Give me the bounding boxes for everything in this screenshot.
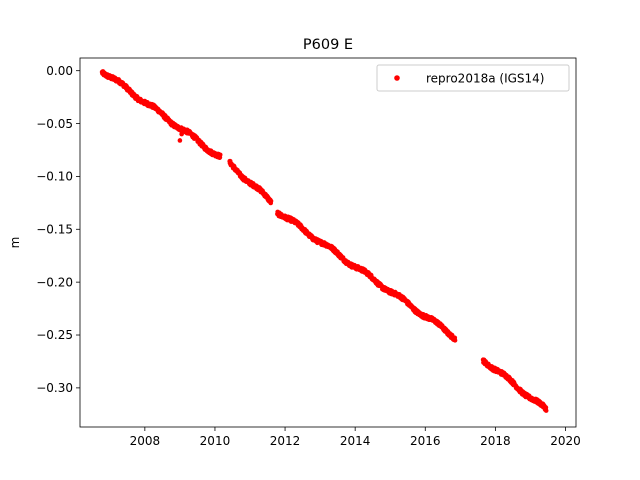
y-tick-label: −0.10 — [36, 170, 73, 184]
legend-box — [376, 64, 570, 92]
data-point — [268, 198, 274, 204]
x-tick-label: 2012 — [270, 434, 301, 448]
data-points — [99, 69, 549, 413]
legend-marker — [394, 75, 400, 81]
x-tick-label: 2008 — [130, 434, 161, 448]
data-point — [177, 138, 183, 143]
x-axis: 2008 2010 2012 2014 2016 2018 2020 — [130, 427, 581, 448]
x-tick-label: 2020 — [550, 434, 581, 448]
y-tick-label: −0.30 — [36, 381, 73, 395]
x-tick-label: 2014 — [340, 434, 371, 448]
x-tick-label: 2010 — [200, 434, 231, 448]
y-axis: 0.00 −0.05 −0.10 −0.15 −0.20 −0.25 −0.30 — [36, 64, 80, 395]
legend-label: repro2018a (IGS14) — [426, 72, 544, 86]
y-axis-label: m — [8, 237, 22, 249]
data-point — [179, 131, 184, 137]
x-tick-label: 2018 — [480, 434, 511, 448]
y-tick-label: 0.00 — [46, 64, 73, 78]
plot-area-frame — [79, 57, 577, 428]
y-tick-label: −0.05 — [36, 117, 73, 131]
data-point — [543, 408, 549, 413]
legend: repro2018a (IGS14) — [376, 64, 570, 92]
y-tick-label: −0.20 — [36, 275, 73, 289]
data-point — [452, 338, 458, 343]
y-tick-label: −0.25 — [36, 328, 73, 342]
data-point — [217, 152, 223, 158]
chart-title: P609 E — [303, 37, 353, 53]
x-tick-label: 2016 — [410, 434, 441, 448]
y-tick-label: −0.15 — [36, 222, 73, 236]
